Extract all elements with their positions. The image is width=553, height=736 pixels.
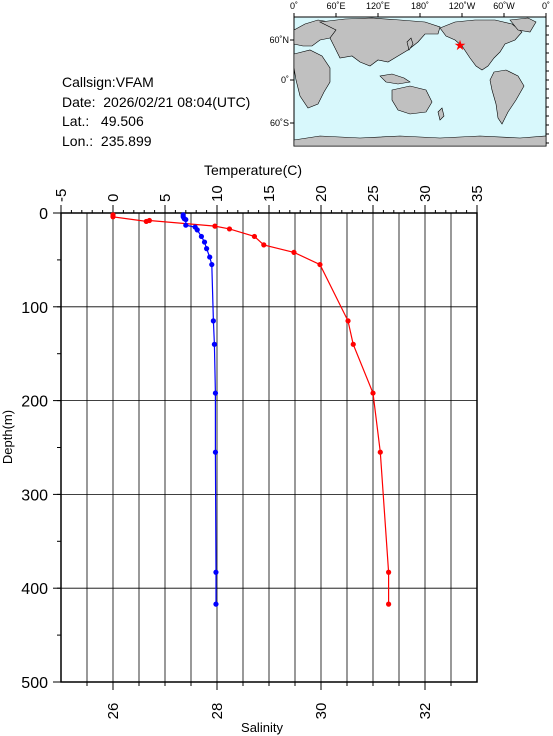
- map-lon-label: 60˚W: [493, 1, 515, 11]
- world-map: 0˚ 60˚E 120˚E 180˚ 120˚W 60˚W 0˚ 60˚N 0˚ 60˚S ★: [269, 1, 550, 147]
- depth-axis-title: Depth(m): [0, 410, 15, 464]
- temperature-point: [110, 214, 116, 220]
- land-indonesia: [379, 73, 411, 85]
- map-lon-label: 60˚E: [326, 1, 345, 11]
- lon-row: Lon.: 235.899: [62, 132, 250, 152]
- temperature-point: [386, 569, 392, 575]
- land-south-america: [489, 69, 525, 125]
- salinity-tick-labels: 26 28 30 32: [105, 703, 434, 720]
- temperature-tick-label: 10: [209, 185, 226, 202]
- land-greenland: [509, 17, 537, 33]
- map-lon-label: 0˚: [542, 1, 550, 11]
- series-layer: [110, 212, 392, 607]
- lat-value: 49.506: [100, 113, 144, 129]
- depth-tick-label: 400: [21, 581, 48, 598]
- land-australia: [391, 85, 433, 115]
- temperature-point: [386, 601, 392, 607]
- depth-tick-label: 100: [21, 300, 48, 317]
- date-value: 2026/02/21 08:04(UTC): [103, 93, 251, 110]
- salinity-point: [204, 246, 210, 252]
- temperature-point: [291, 249, 297, 255]
- lon-label: Lon.:: [62, 132, 94, 149]
- temperature-tick-label: 35: [469, 185, 486, 202]
- salinity-point: [198, 233, 204, 240]
- map-land: [293, 17, 547, 147]
- map-lon-label: 120˚W: [449, 1, 476, 11]
- salinity-point: [194, 227, 200, 233]
- callsign-row: Callsign:VFAM: [62, 73, 250, 93]
- land-antarctica: [293, 135, 547, 147]
- map-lat-labels: 60˚N 0˚ 60˚S: [269, 35, 289, 128]
- temperature-point: [146, 217, 152, 224]
- temperature-point: [350, 341, 356, 347]
- temperature-point: [226, 226, 233, 232]
- depth-tick-label: 300: [21, 487, 48, 504]
- land-north-america: [439, 19, 523, 71]
- station-info: Callsign:VFAM Date: 2026/02/21 08:04(UTC…: [62, 73, 250, 151]
- salinity-point: [210, 318, 216, 324]
- temperature-point: [370, 390, 376, 396]
- salinity-point: [211, 341, 217, 347]
- temperature-tick-label: 0: [105, 194, 122, 202]
- lat-row: Lat.: 49.506: [62, 112, 250, 132]
- temperature-tick-label: 5: [157, 194, 174, 202]
- salinity-point: [209, 261, 215, 268]
- callsign-label: Callsign:: [62, 74, 116, 90]
- star-icon: ★: [454, 37, 467, 53]
- salinity-tick-label: 28: [209, 703, 226, 720]
- salinity-point: [212, 390, 219, 396]
- depth-tick-labels: 0 100 200 300 400 500: [21, 206, 48, 692]
- temperature-axis-title: Temperature(C): [204, 162, 302, 178]
- depth-tick-label: 0: [39, 206, 48, 223]
- temperature-point: [345, 318, 351, 324]
- land-nz: [437, 107, 445, 121]
- date-row: Date: 2026/02/21 08:04(UTC): [62, 93, 250, 113]
- salinity-point: [213, 601, 219, 607]
- temperature-tick-label: 20: [313, 185, 330, 202]
- temperature-tick-label: 15: [261, 185, 278, 202]
- chart-grid: [61, 213, 477, 682]
- salinity-point: [183, 222, 189, 228]
- land-asia: [318, 17, 441, 67]
- map-lat-label: 60˚N: [269, 35, 289, 45]
- lat-label: Lat.:: [62, 113, 90, 129]
- land-africa: [293, 49, 331, 109]
- temperature-tick-label: -5: [53, 189, 70, 202]
- salinity-point: [212, 449, 219, 455]
- salinity-point: [201, 239, 208, 245]
- salinity-tick-label: 30: [313, 703, 330, 720]
- map-lat-label: 60˚S: [270, 118, 289, 128]
- callsign-value: VFAM: [115, 74, 154, 90]
- map-lon-label: 180˚: [411, 1, 429, 11]
- salinity-point: [183, 216, 189, 223]
- depth-tick-label: 200: [21, 394, 48, 411]
- temperature-tick-label: 25: [365, 185, 382, 202]
- temperature-tick-label: 30: [417, 185, 434, 202]
- map-lon-label: 120˚E: [366, 1, 390, 11]
- salinity-tick-label: 26: [105, 703, 122, 720]
- salinity-point: [207, 254, 213, 260]
- temperature-point: [251, 233, 258, 240]
- temperature-point: [212, 223, 218, 229]
- map-lon-labels: 0˚ 60˚E 120˚E 180˚ 120˚W 60˚W 0˚: [290, 1, 550, 11]
- temperature-point: [317, 261, 323, 268]
- depth-tick-label: 500: [21, 675, 48, 692]
- temperature-point: [377, 449, 383, 455]
- lon-value: 235.899: [100, 132, 152, 149]
- temperature-point: [261, 242, 267, 248]
- map-lat-label: 0˚: [281, 75, 289, 85]
- salinity-point: [213, 569, 219, 575]
- date-label: Date:: [62, 93, 96, 110]
- map-lon-label: 0˚: [290, 1, 298, 11]
- map-ticks: [290, 13, 549, 144]
- temperature-tick-labels: -5 0 5 10 15 20 25 30 35: [53, 185, 486, 202]
- salinity-axis-title: Salinity: [241, 720, 283, 735]
- salinity-line: [182, 214, 217, 605]
- salinity-tick-label: 32: [417, 703, 434, 720]
- chart-ticks: [53, 205, 478, 690]
- land-japan: [406, 37, 414, 51]
